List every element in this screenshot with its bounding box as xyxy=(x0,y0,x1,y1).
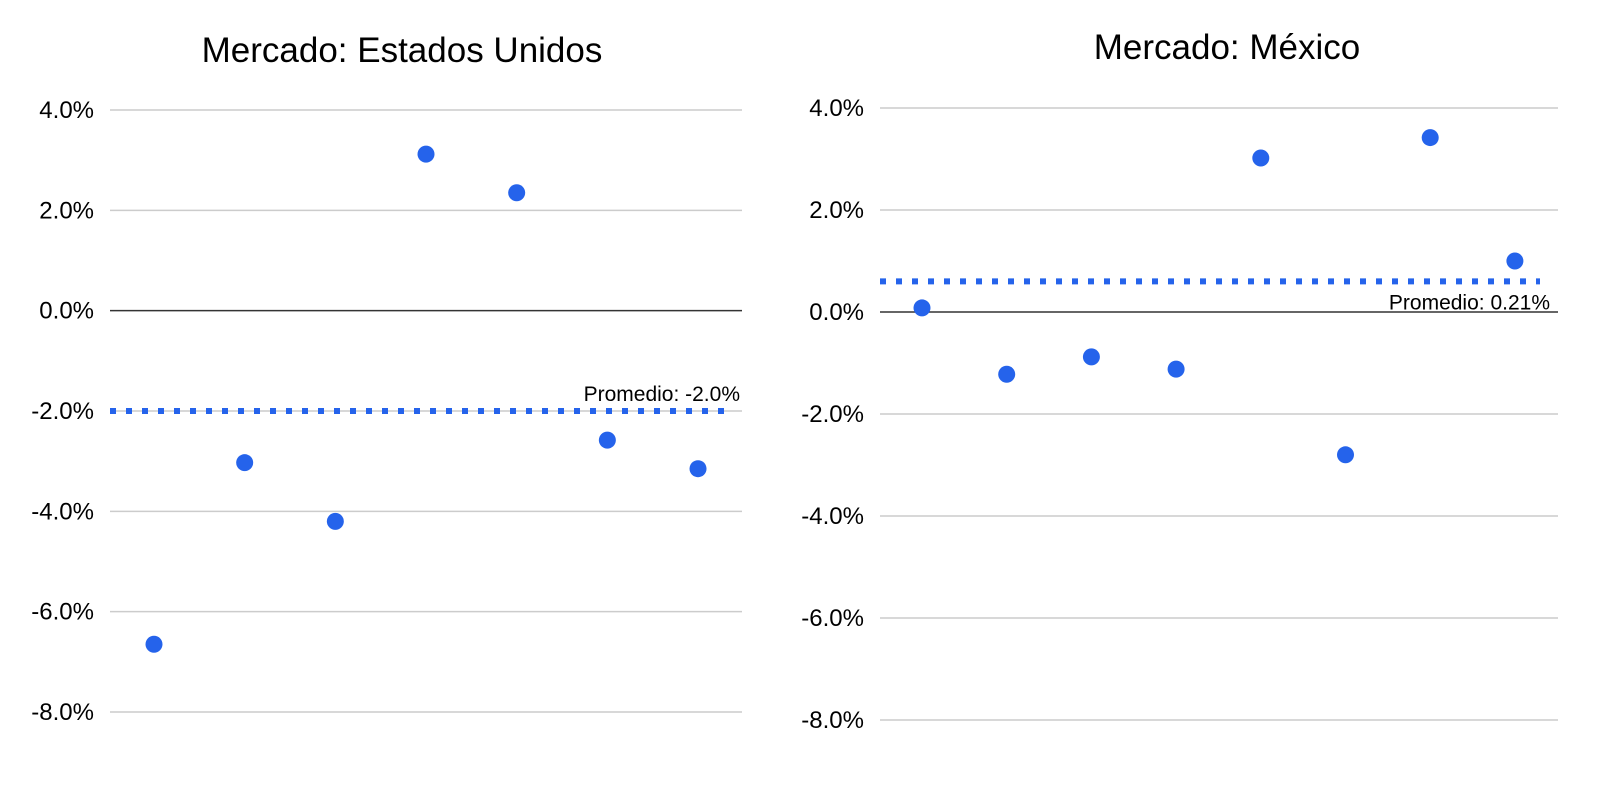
average-label: Promedio: -2.0% xyxy=(584,383,740,406)
y-tick-label: -6.0% xyxy=(801,605,864,632)
data-point xyxy=(417,145,435,163)
data-point xyxy=(1167,360,1185,378)
gridlines-estados-unidos xyxy=(110,109,742,713)
chart-title-mexico: Mercado: México xyxy=(1094,28,1360,67)
y-tick-labels-estados-unidos: 4.0% 2.0% 0.0% -2.0% -4.0% -6.0% -8.0% xyxy=(31,97,94,726)
y-tick-label: -4.0% xyxy=(801,503,864,530)
chart-estados-unidos: Mercado: Estados Unidos 4.0% 2.0% 0.0% -2.0… xyxy=(31,31,742,726)
average-mexico: Promedio: 0.21% xyxy=(880,278,1550,314)
y-tick-label: 2.0% xyxy=(39,197,94,224)
y-tick-labels-mexico: 4.0% 2.0% 0.0% -2.0% -4.0% -6.0% -8.0% xyxy=(801,95,864,734)
gridlines-mexico xyxy=(880,107,1558,721)
data-point xyxy=(689,460,707,478)
y-tick-label: 2.0% xyxy=(809,197,864,224)
data-point xyxy=(1082,348,1100,366)
data-point xyxy=(1421,129,1439,147)
data-point xyxy=(236,454,254,472)
y-tick-label: 4.0% xyxy=(39,97,94,124)
y-tick-label: 0.0% xyxy=(809,299,864,326)
data-point xyxy=(508,184,526,202)
data-point xyxy=(913,299,931,317)
data-point xyxy=(1506,252,1524,270)
y-tick-label: 4.0% xyxy=(809,95,864,122)
data-point xyxy=(326,512,344,530)
y-tick-label: -6.0% xyxy=(31,599,94,626)
y-tick-label: -4.0% xyxy=(31,498,94,525)
chart-title-estados-unidos: Mercado: Estados Unidos xyxy=(202,31,603,70)
y-tick-label: 0.0% xyxy=(39,298,94,325)
data-point xyxy=(598,431,616,449)
y-tick-label: -2.0% xyxy=(801,401,864,428)
data-point xyxy=(145,635,163,653)
data-point xyxy=(1337,446,1354,464)
y-tick-label: -2.0% xyxy=(31,398,94,425)
chart-mexico: Mercado: México 4.0% 2.0% 0.0% -2.0% -4.0% -6… xyxy=(801,28,1558,734)
points-estados-unidos xyxy=(145,145,707,653)
points-mexico xyxy=(913,129,1524,464)
data-point xyxy=(1252,149,1270,167)
data-point xyxy=(998,365,1016,383)
average-label: Promedio: 0.21% xyxy=(1389,291,1550,314)
average-estados-unidos: Promedio: -2.0% xyxy=(110,383,740,414)
y-tick-label: -8.0% xyxy=(31,699,94,726)
y-tick-label: -8.0% xyxy=(801,707,864,734)
